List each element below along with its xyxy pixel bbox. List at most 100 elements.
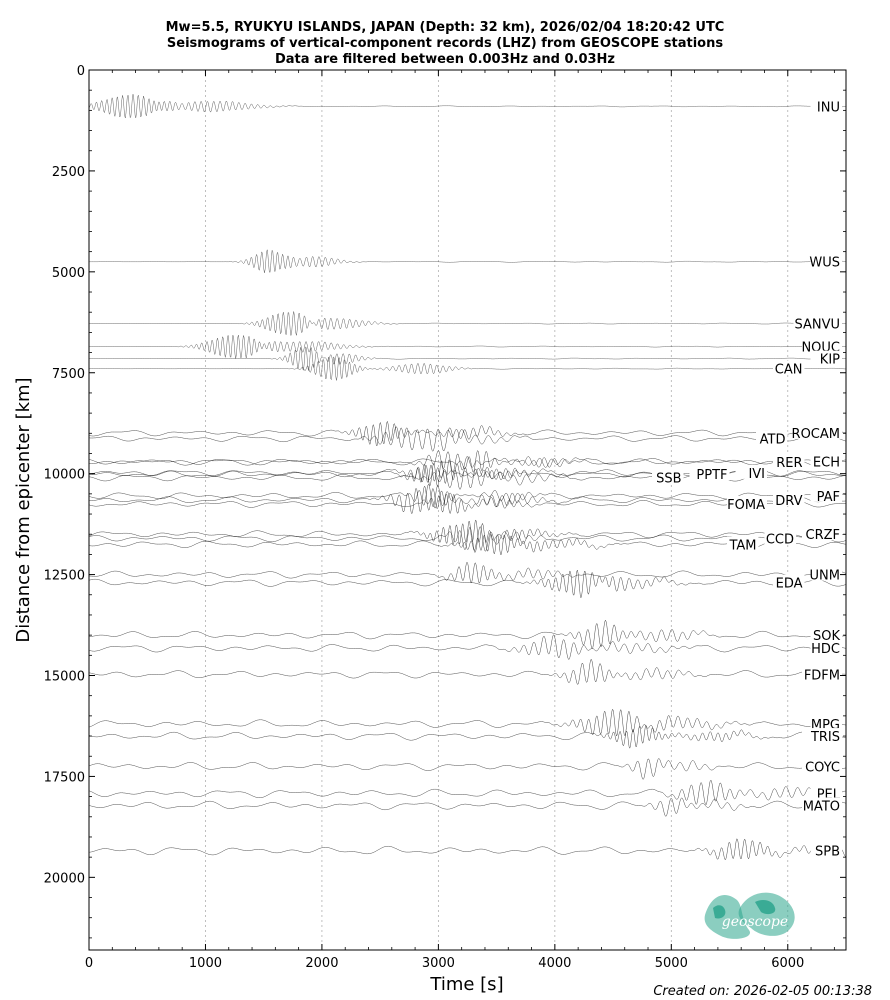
station-label-TAM: TAM <box>728 538 756 553</box>
trace-CCD <box>88 526 846 553</box>
station-label-bg-SOK <box>810 627 842 642</box>
station-labels: INUWUSSANVUNOUCKIPCANROCAMATDECHRERIVIPP… <box>652 98 842 860</box>
plot-frame <box>88 69 847 951</box>
station-label-bg-KIP <box>810 350 842 365</box>
station-label-SPB: SPB <box>815 845 840 860</box>
trace-SANVU <box>88 311 846 336</box>
station-label-bg-PEL <box>810 785 842 800</box>
seismogram-traces <box>88 94 846 860</box>
trace-CAN <box>88 355 846 381</box>
station-label-HDC: HDC <box>811 642 840 657</box>
trace-SPB <box>89 838 846 860</box>
x-tick-label-4000: 4000 <box>538 956 571 971</box>
trace-KIP <box>89 346 846 371</box>
station-label-bg-CCD <box>764 530 796 545</box>
plot-background <box>89 70 846 950</box>
station-label-ECH: ECH <box>813 456 840 471</box>
station-label-bg-WUS <box>810 253 842 268</box>
trace-FDFM <box>88 658 846 685</box>
station-label-bg-SPB <box>810 842 842 857</box>
trace-COYC <box>88 758 846 780</box>
y-tick-label-12500: 12500 <box>44 569 85 584</box>
station-label-bg-DRV <box>773 491 805 506</box>
station-label-bg-ATD <box>756 430 788 445</box>
station-label-MATO: MATO <box>803 799 840 814</box>
trace-RER <box>88 450 846 473</box>
x-tick-label-6000: 6000 <box>771 956 804 971</box>
station-label-bg-CAN <box>773 360 805 375</box>
trace-UNM <box>89 561 846 584</box>
station-label-INU: INU <box>817 100 840 115</box>
station-label-bg-SANVU <box>793 315 842 330</box>
station-label-PPTF: PPTF <box>696 468 727 483</box>
trace-INU <box>88 94 846 119</box>
y-tick-label-5000: 5000 <box>52 266 85 281</box>
station-label-bg-TRIS <box>802 728 842 743</box>
trace-MPG <box>88 708 846 737</box>
station-label-WUS: WUS <box>809 256 840 271</box>
station-label-TRIS: TRIS <box>810 730 840 745</box>
station-label-SANVU: SANVU <box>794 318 840 333</box>
trace-ATD <box>89 426 846 452</box>
vertical-grid <box>205 70 789 950</box>
station-label-bg-ROCAM <box>793 424 842 439</box>
trace-TRIS <box>88 724 846 749</box>
station-label-bg-FDFM <box>802 666 842 681</box>
station-label-bg-UNM <box>810 566 842 581</box>
y-tick-label-7500: 7500 <box>52 367 85 382</box>
axis-ticks: 0 1000 2000 3000 4000 5000 6000 0 2500 5000 7500 10… <box>44 64 846 971</box>
station-label-bg-EDA <box>773 574 805 589</box>
station-label-bg-CRZF <box>802 526 842 541</box>
station-label-ROCAM: ROCAM <box>792 427 840 442</box>
trace-ROCAM <box>88 420 846 447</box>
station-label-IVI: IVI <box>748 467 765 482</box>
trace-PAF <box>88 483 846 507</box>
x-tick-label-0: 0 <box>85 956 93 971</box>
logo-shape-right <box>738 892 795 936</box>
station-label-RER: RER <box>776 456 802 471</box>
station-label-PAF: PAF <box>817 490 840 505</box>
trace-PEL <box>88 779 846 806</box>
trace-SOK <box>88 619 846 650</box>
station-label-bg-IVI <box>735 464 767 479</box>
station-label-FOMA: FOMA <box>727 498 765 513</box>
title-line-2: Seismograms of vertical-component record… <box>167 36 723 51</box>
trace-TAM <box>88 533 846 555</box>
trace-NOUC <box>89 335 846 359</box>
station-label-bg-NOUC <box>802 338 842 353</box>
station-label-bg-MPG <box>810 715 842 730</box>
station-label-SSB: SSB <box>656 472 681 487</box>
x-tick-label-5000: 5000 <box>655 956 688 971</box>
station-label-bg-HDC <box>810 640 842 655</box>
station-label-bg-RER <box>773 453 805 468</box>
trace-EDA <box>88 569 846 599</box>
station-label-bg-TAM <box>727 536 759 551</box>
trace-FOMA <box>88 493 846 514</box>
logo-continents <box>713 900 776 919</box>
trace-MATO <box>88 797 846 817</box>
title-line-1: Mw=5.5, RYUKYU ISLANDS, JAPAN (Depth: 32… <box>166 20 725 35</box>
y-tick-label-17500: 17500 <box>44 770 85 785</box>
station-label-bg-COYC <box>802 758 842 773</box>
trace-DRV <box>89 485 846 515</box>
y-axis-label: Distance from epicenter [km] <box>13 377 34 642</box>
station-label-bg-SSB <box>652 469 684 484</box>
y-tick-label-15000: 15000 <box>44 670 85 685</box>
station-label-KIP: KIP <box>820 353 840 368</box>
trace-WUS <box>89 249 846 273</box>
station-label-DRV: DRV <box>775 494 802 509</box>
station-label-bg-PPTF <box>689 466 730 481</box>
station-label-bg-INU <box>810 98 842 113</box>
station-label-EDA: EDA <box>776 577 803 592</box>
x-tick-label-2000: 2000 <box>305 956 338 971</box>
station-label-CAN: CAN <box>775 363 803 378</box>
station-label-CCD: CCD <box>766 532 794 547</box>
x-axis-label: Time [s] <box>429 974 503 995</box>
station-label-FDFM: FDFM <box>804 668 840 683</box>
station-label-bg-FOMA <box>727 495 767 510</box>
logo-text: geoscope <box>722 914 788 930</box>
station-label-ATD: ATD <box>760 433 786 448</box>
y-tick-label-0: 0 <box>77 64 85 79</box>
trace-CRZF <box>88 519 846 546</box>
